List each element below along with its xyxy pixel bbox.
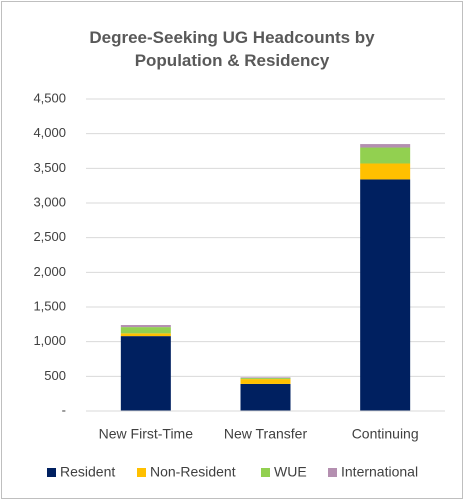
legend-swatch (328, 468, 337, 477)
y-tick-label: - (62, 402, 66, 417)
chart-title: Degree-Seeking UG Headcounts by Populati… (89, 28, 375, 70)
legend-swatch (261, 468, 270, 477)
legend-label: International (341, 464, 418, 480)
x-tick-label: New First-Time (99, 426, 194, 442)
y-tick-label: 1,000 (33, 333, 66, 348)
bar-segment (240, 378, 291, 380)
legend-swatch (47, 468, 56, 477)
legend-label: Non-Resident (150, 464, 236, 480)
bar-segment (120, 327, 171, 334)
y-tick-label: 3,000 (33, 194, 66, 209)
bar-segment (240, 383, 291, 411)
y-tick-label: 4,500 (33, 90, 66, 105)
bar-segment (120, 325, 171, 328)
x-tick-label: New Transfer (224, 426, 308, 442)
bar-segment (240, 377, 291, 379)
bar-segment (360, 179, 411, 411)
legend-swatch (137, 468, 146, 477)
bar-segment (360, 147, 411, 164)
y-tick-label: 2,500 (33, 229, 66, 244)
bar-segment (360, 163, 411, 180)
y-tick-label: 4,000 (33, 125, 66, 140)
x-tick-label: Continuing (352, 426, 419, 442)
bar-segment (120, 336, 171, 411)
y-tick-label: 1,500 (33, 298, 66, 313)
bar-segment (360, 144, 411, 148)
bar-segment (120, 333, 171, 337)
y-tick-label: 3,500 (33, 160, 66, 175)
legend-label: WUE (274, 464, 307, 480)
y-tick-label: 2,000 (33, 264, 66, 279)
bar-segment (240, 379, 291, 384)
legend-label: Resident (60, 464, 115, 480)
y-tick-label: 500 (44, 368, 66, 383)
